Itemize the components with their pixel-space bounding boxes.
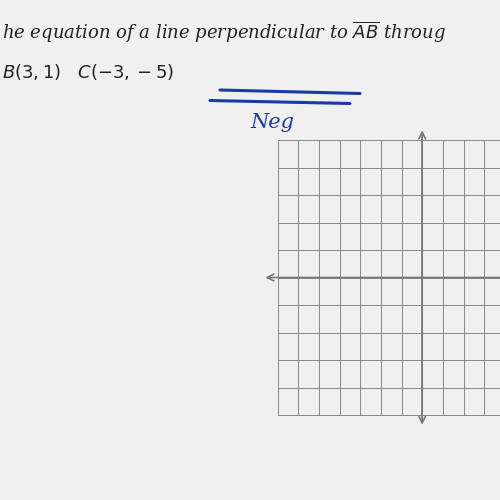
Text: Neg: Neg [250,113,294,132]
Text: $B(3,1)$   $C(-3,-5)$: $B(3,1)$ $C(-3,-5)$ [2,62,174,82]
Text: he equation of a line perpendicular to $\overline{AB}$ throug: he equation of a line perpendicular to $… [2,20,446,45]
